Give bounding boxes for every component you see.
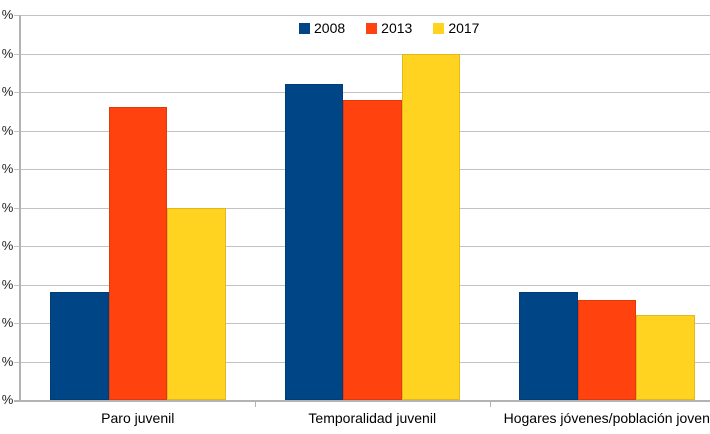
legend-label-2008: 2008 (314, 20, 346, 36)
x-axis-tick (255, 400, 256, 407)
legend-label-2017: 2017 (448, 20, 480, 36)
y-axis-tick-label: % (1, 45, 14, 61)
y-axis-tick-label: % (1, 199, 14, 215)
bar-2008-category-1 (284, 84, 343, 400)
y-axis-tick-label: % (1, 161, 14, 176)
category-label-paro-juvenil: Paro juvenil (101, 410, 175, 426)
category-label-temporalidad-juvenil: Temporalidad juvenil (308, 410, 437, 426)
legend-item-2017: 2017 (433, 20, 479, 36)
bar-2008-category-2 (519, 292, 578, 400)
y-axis-tick-label: % (1, 276, 14, 292)
legend-item-2013: 2013 (366, 20, 412, 36)
gridline (14, 15, 710, 16)
legend-swatch-2017-icon (433, 22, 445, 34)
category-label-hogares-jovenes: Hogares jóvenes/población joven (503, 410, 710, 426)
bar-2017-category-1 (401, 53, 460, 400)
legend-item-2008: 2008 (299, 20, 345, 36)
bar-2017-category-0 (167, 207, 226, 400)
bar-2013-category-1 (343, 99, 402, 400)
x-axis-line (14, 400, 710, 402)
gridline (14, 53, 710, 55)
y-axis-tick-label: % (1, 315, 14, 330)
y-axis-tick-label: % (1, 84, 14, 99)
y-axis-tick-label: % (1, 122, 14, 138)
bar-2017-category-2 (636, 315, 695, 400)
y-axis-tick-label: % (1, 392, 14, 407)
x-axis-tick (489, 400, 491, 407)
legend-swatch-2013-icon (366, 22, 378, 34)
gridline (14, 92, 710, 93)
y-axis-tick-label: % (1, 353, 14, 369)
y-axis-line (19, 15, 21, 402)
legend: 2008 2013 2017 (299, 20, 479, 36)
y-axis-tick-label: % (1, 7, 14, 22)
bar-2013-category-0 (108, 107, 167, 400)
legend-swatch-2008-icon (299, 22, 310, 34)
y-axis-tick-label: % (1, 238, 14, 253)
bar-2013-category-2 (577, 299, 636, 400)
legend-label-2013: 2013 (381, 20, 413, 36)
bar-2008-category-0 (50, 292, 109, 400)
